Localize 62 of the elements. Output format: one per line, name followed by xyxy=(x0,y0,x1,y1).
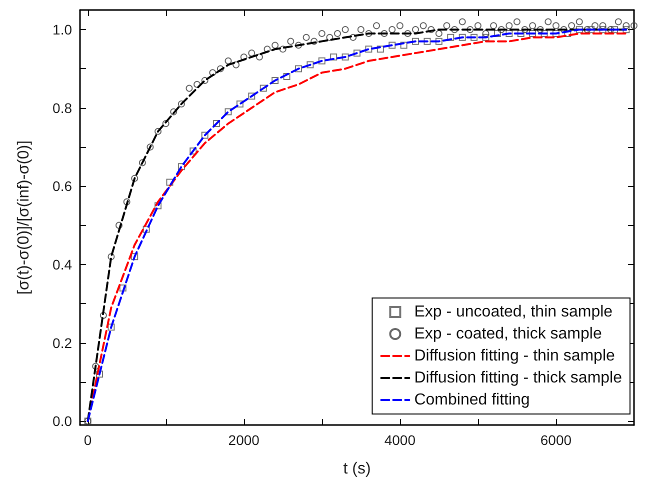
point xyxy=(354,50,360,57)
point xyxy=(306,61,314,68)
point xyxy=(154,202,162,210)
point xyxy=(424,38,431,45)
y-tick-label: 1.0 xyxy=(52,22,72,38)
point xyxy=(96,370,104,378)
legend-label: Exp - uncoated, thin sample xyxy=(414,304,613,320)
point xyxy=(400,42,408,49)
point xyxy=(201,132,208,139)
point xyxy=(388,42,396,49)
y-tick-label: 0.0 xyxy=(52,413,72,430)
point xyxy=(529,30,536,37)
legend-label: Diffusion fitting - thick sample xyxy=(414,370,622,386)
point xyxy=(190,147,197,154)
point xyxy=(318,57,326,64)
y-tick-label: 0.6 xyxy=(52,178,72,194)
point xyxy=(248,92,256,100)
point xyxy=(482,34,490,41)
point xyxy=(108,324,115,331)
legend-label: Combined fitting xyxy=(414,392,530,408)
point xyxy=(610,26,618,34)
point xyxy=(599,26,606,34)
x-tick-label: 4000 xyxy=(384,432,416,448)
point xyxy=(435,38,442,45)
point xyxy=(517,30,524,37)
point xyxy=(458,34,466,41)
x-tick-label: 0 xyxy=(84,432,92,448)
point xyxy=(236,100,244,108)
point xyxy=(272,76,279,84)
point xyxy=(494,30,501,37)
point xyxy=(540,30,548,37)
point xyxy=(260,84,267,92)
y-tick-label: 0.4 xyxy=(52,256,72,272)
point xyxy=(131,253,138,260)
point xyxy=(576,26,583,34)
point xyxy=(470,34,478,41)
point xyxy=(588,26,595,34)
point xyxy=(142,226,150,233)
legend-label: Exp - coated, thick sample xyxy=(414,326,602,342)
point xyxy=(294,65,302,72)
point xyxy=(224,108,232,116)
point xyxy=(412,38,420,45)
point xyxy=(622,26,630,34)
point xyxy=(178,163,185,170)
y-tick-label: 0.2 xyxy=(52,334,72,351)
point xyxy=(342,53,349,60)
point xyxy=(330,53,338,60)
y-tick-label: 0.8 xyxy=(52,100,72,116)
x-axis-title: t (s) xyxy=(343,460,371,478)
point xyxy=(213,120,220,128)
point xyxy=(119,284,126,292)
x-tick-label: 6000 xyxy=(540,432,572,448)
point xyxy=(283,73,290,80)
point xyxy=(506,30,513,37)
point xyxy=(166,178,174,186)
legend-label: Diffusion fitting - thin sample xyxy=(414,348,615,364)
x-tick-label: 2000 xyxy=(228,432,260,448)
point xyxy=(552,30,560,37)
y-axis-title: [σ(t)-σ(0)]/[σ(inf)-σ(0)] xyxy=(16,140,32,295)
point xyxy=(376,46,384,53)
point xyxy=(447,34,454,41)
point xyxy=(365,46,372,53)
